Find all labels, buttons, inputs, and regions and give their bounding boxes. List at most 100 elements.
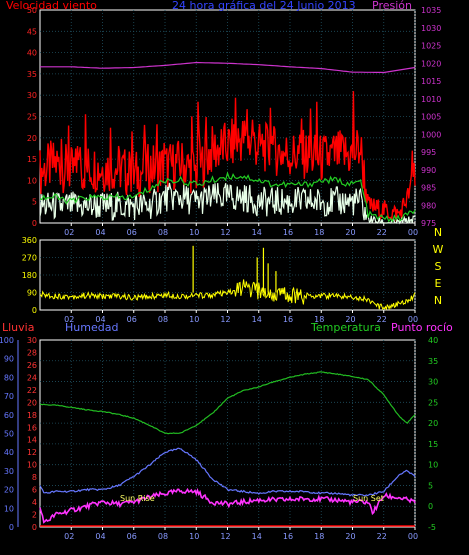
- rain-tick-30: 30: [27, 336, 37, 345]
- pressure-axis-title: Presión: [372, 0, 412, 12]
- humidity-axis: 0 10 20 30 40 50 60 70 80 90 100: [0, 336, 19, 532]
- pressure-tick-995: 995: [421, 148, 436, 157]
- humidity-tick-30: 30: [4, 467, 14, 476]
- temp-xtick-06: 06: [127, 532, 137, 541]
- humidity-tick-90: 90: [4, 355, 14, 364]
- rain-tick-20: 20: [27, 398, 37, 407]
- humidity-tick-10: 10: [4, 504, 14, 513]
- temp-xtick-16: 16: [283, 532, 293, 541]
- temp-xtick-00: 00: [408, 532, 418, 541]
- pressure-tick-1000: 1000: [421, 130, 441, 139]
- temperature-tick-35: 35: [428, 357, 438, 366]
- direction-x-axis: 02 04 06 08 10 12 14 16 18 20 22 00: [64, 315, 418, 324]
- pressure-tick-1025: 1025: [421, 42, 441, 51]
- pressure-axis: 975 980 985 990 995 1000 1005 1010 1015 1020 1025 1…: [421, 6, 441, 228]
- humidity-line: [39, 447, 416, 497]
- wind-xtick-10: 10: [189, 228, 199, 237]
- temp-grid: [40, 340, 416, 530]
- temp-xtick-18: 18: [314, 532, 324, 541]
- wind-xtick-18: 18: [314, 228, 324, 237]
- direction-xtick-00: 00: [408, 315, 418, 324]
- temperature-axis-title: Temperatura: [310, 321, 381, 334]
- direction-xtick-02: 02: [64, 315, 74, 324]
- temp-x-axis: 02 04 06 08 10 12 14 16 18 20 22 00: [64, 532, 418, 541]
- pressure-tick-975: 975: [421, 219, 436, 228]
- rain-tick-28: 28: [27, 348, 37, 357]
- direction-xtick-20: 20: [345, 315, 355, 324]
- compass-W-1: W: [433, 243, 444, 256]
- temp-series: [39, 371, 416, 527]
- wind-speed-tick-15: 15: [27, 155, 37, 164]
- direction-xtick-18: 18: [314, 315, 324, 324]
- wind-xtick-04: 04: [95, 228, 105, 237]
- rain-tick-12: 12: [27, 448, 37, 457]
- pressure-tick-1020: 1020: [421, 59, 441, 68]
- wind-xtick-16: 16: [283, 228, 293, 237]
- humidity-tick-70: 70: [4, 392, 14, 401]
- pressure-tick-1010: 1010: [421, 95, 441, 104]
- compass-N-4: N: [434, 294, 442, 307]
- compass-E-3: E: [435, 277, 442, 290]
- wind-xtick-14: 14: [252, 228, 262, 237]
- chart-title: 24 hora gráfica del 24 Junio 2013: [172, 0, 356, 12]
- direction-xtick-14: 14: [252, 315, 262, 324]
- humidity-tick-60: 60: [4, 411, 14, 420]
- rain-tick-24: 24: [27, 373, 37, 382]
- compass-S-2: S: [435, 260, 442, 273]
- direction-xtick-06: 06: [127, 315, 137, 324]
- wind-direction-line: [39, 279, 416, 311]
- wind-speed-tick-5: 5: [32, 198, 37, 207]
- direction-xtick-10: 10: [189, 315, 199, 324]
- temp-xtick-20: 20: [345, 532, 355, 541]
- sunset-annotation: Sun Set: [353, 494, 384, 503]
- temperature-tick-30: 30: [428, 378, 438, 387]
- rain-tick-8: 8: [32, 473, 37, 482]
- pressure-tick-985: 985: [421, 184, 436, 193]
- direction-xtick-04: 04: [95, 315, 105, 324]
- humidity-tick-80: 80: [4, 373, 14, 382]
- direction-xtick-08: 08: [158, 315, 168, 324]
- pressure-line: [40, 61, 416, 74]
- rain-tick-18: 18: [27, 411, 37, 420]
- pressure-tick-990: 990: [421, 166, 436, 175]
- temp-xtick-08: 08: [158, 532, 168, 541]
- wind-speed-tick-20: 20: [27, 134, 37, 143]
- wind-average-line: [39, 182, 416, 225]
- compass-N-0: N: [434, 226, 442, 239]
- direction-xtick-12: 12: [220, 315, 230, 324]
- wind-speed-tick-10: 10: [27, 176, 37, 185]
- temperature-tick-15: 15: [428, 440, 438, 449]
- wind-speed-axis: 0 5 10 15 20 25 30 35 40 45 50: [27, 6, 37, 228]
- wind-xtick-12: 12: [220, 228, 230, 237]
- direction-axis: 0 90 180 270 360: [22, 236, 37, 315]
- wind-xtick-20: 20: [345, 228, 355, 237]
- direction-tick-0: 0: [32, 306, 37, 315]
- humidity-tick-40: 40: [4, 448, 14, 457]
- wind-speed-tick-0: 0: [32, 219, 37, 228]
- wind-x-axis: 02 04 06 08 10 12 14 16 18 20 22 00: [64, 228, 418, 237]
- wind-speed-axis-title: Velocidad viento: [6, 0, 97, 12]
- wind-xtick-00: 00: [408, 228, 418, 237]
- humidity-tick-50: 50: [4, 430, 14, 439]
- gust-average-line: [39, 171, 416, 223]
- rain-tick-22: 22: [27, 386, 37, 395]
- wind-speed-tick-45: 45: [27, 27, 37, 36]
- wind-xtick-06: 06: [127, 228, 137, 237]
- wind-speed-tick-25: 25: [27, 113, 37, 122]
- temp-xtick-22: 22: [377, 532, 387, 541]
- direction-tick-270: 270: [22, 254, 37, 263]
- rain-tick-16: 16: [27, 423, 37, 432]
- rain-tick-6: 6: [32, 486, 37, 495]
- rain-axis-title: Lluvia: [2, 321, 34, 334]
- dewpoint-axis-title: Punto rocío: [391, 321, 453, 334]
- temperature-tick-20: 20: [428, 419, 438, 428]
- pressure-tick-1005: 1005: [421, 113, 441, 122]
- rain-tick-4: 4: [32, 498, 37, 507]
- temperature-tick-40: 40: [428, 336, 438, 345]
- humidity-tick-100: 100: [0, 336, 14, 345]
